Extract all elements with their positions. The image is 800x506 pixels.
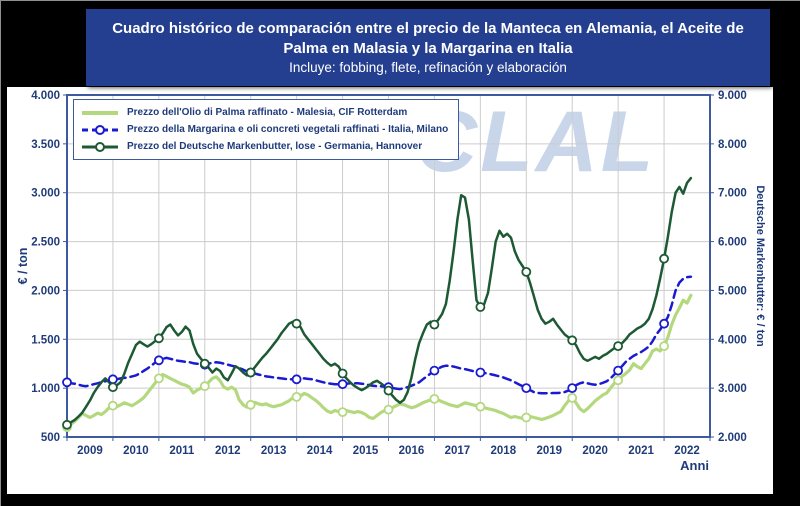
svg-text:2014: 2014 (307, 445, 333, 457)
legend: Prezzo dell'Olio di Palma raffinato - Ma… (73, 99, 460, 160)
title-subtitle: Incluye: fobbing, flete, refinación y el… (289, 59, 567, 75)
svg-text:2021: 2021 (628, 445, 654, 457)
legend-label-palm-oil: Prezzo dell'Olio di Palma raffinato - Ma… (127, 107, 408, 118)
svg-text:2017: 2017 (445, 445, 471, 457)
svg-text:1.500: 1.500 (31, 334, 60, 346)
x-axis-title: Anni (680, 458, 709, 473)
svg-text:4.000: 4.000 (31, 90, 60, 102)
margarine-line-swatch (82, 124, 118, 135)
legend-item-palm-oil: Prezzo dell'Olio di Palma raffinato - Ma… (80, 104, 448, 121)
svg-text:8.000: 8.000 (718, 139, 747, 151)
svg-text:2019: 2019 (536, 445, 562, 457)
svg-text:2016: 2016 (399, 445, 425, 457)
chart-panel: CLAL 4.000 3.500 3.000 2.500 2.000 1.500 1.000… (7, 87, 773, 494)
svg-text:2015: 2015 (353, 445, 379, 457)
svg-text:2.500: 2.500 (31, 237, 60, 249)
title-banner: Cuadro histórico de comparación entre el… (86, 9, 770, 86)
legend-item-margarine: Prezzo della Margarina e oli concreti ve… (80, 121, 448, 138)
svg-text:2013: 2013 (261, 445, 287, 457)
svg-text:5.000: 5.000 (718, 285, 747, 297)
svg-text:2020: 2020 (582, 445, 608, 457)
legend-item-butter: Prezzo del Deutsche Markenbutter, lose -… (80, 138, 448, 155)
right-axis-title: Deutsche Markenbutter: € / ton (754, 185, 766, 347)
svg-text:2009: 2009 (77, 445, 103, 457)
left-axis-title: € / ton (16, 247, 30, 285)
svg-text:2022: 2022 (674, 445, 700, 457)
palm-oil-line-swatch (82, 110, 118, 115)
svg-text:4.000: 4.000 (718, 334, 747, 346)
title-line-1: Cuadro histórico de comparación entre el… (112, 19, 744, 37)
svg-text:9.000: 9.000 (718, 90, 747, 102)
butter-line-swatch (82, 141, 118, 152)
svg-text:2018: 2018 (491, 445, 517, 457)
svg-text:2010: 2010 (123, 445, 149, 457)
svg-text:6.000: 6.000 (718, 237, 747, 249)
svg-text:7.000: 7.000 (718, 188, 747, 200)
svg-text:1.000: 1.000 (31, 383, 60, 395)
svg-text:2011: 2011 (169, 445, 195, 457)
svg-text:3.000: 3.000 (31, 188, 60, 200)
svg-text:3.000: 3.000 (718, 383, 747, 395)
legend-label-butter: Prezzo del Deutsche Markenbutter, lose -… (127, 141, 423, 152)
svg-text:3.500: 3.500 (31, 139, 60, 151)
svg-text:500: 500 (41, 432, 60, 444)
svg-text:2012: 2012 (215, 445, 241, 457)
svg-text:2.000: 2.000 (718, 432, 747, 444)
title-line-2: Palma en Malasia y la Margarina en Itali… (283, 39, 573, 57)
legend-label-margarine: Prezzo della Margarina e oli concreti ve… (127, 124, 449, 135)
svg-text:2.000: 2.000 (31, 285, 60, 297)
